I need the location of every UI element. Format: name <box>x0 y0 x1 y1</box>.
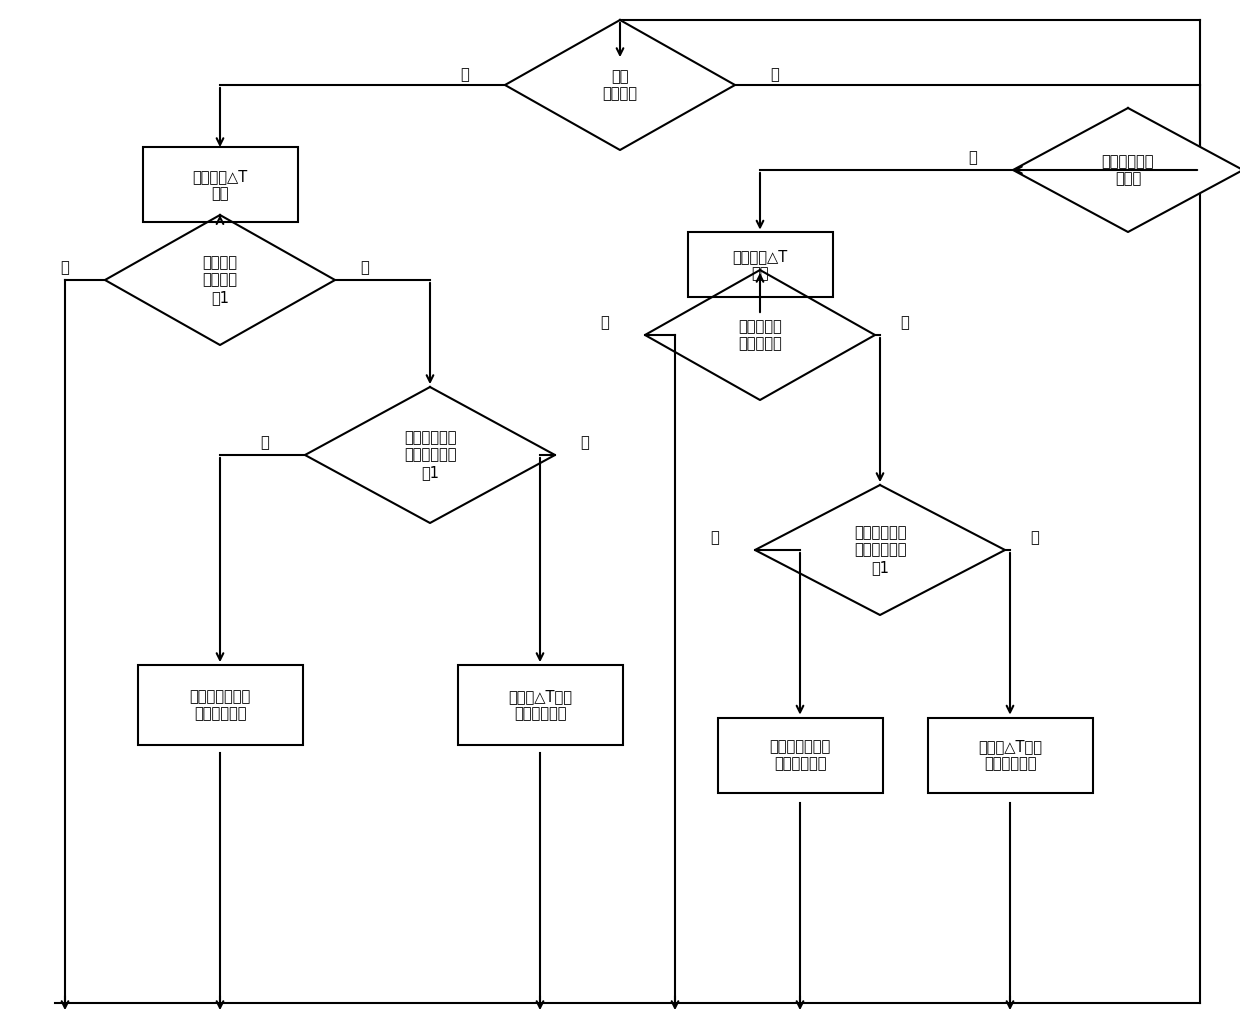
Text: 开始等待△T
时长: 开始等待△T 时长 <box>192 169 248 201</box>
Text: 否: 否 <box>580 436 589 451</box>
Text: 否: 否 <box>61 260 69 276</box>
Text: 开始等待△T
时长: 开始等待△T 时长 <box>733 249 787 281</box>
Text: 是: 是 <box>711 531 719 545</box>
Text: 最晚的△T结束
时刻录波结束: 最晚的△T结束 时刻录波结束 <box>978 739 1042 771</box>
Polygon shape <box>305 387 556 523</box>
Bar <box>138 665 303 745</box>
Bar <box>928 718 1092 792</box>
Text: 录波终止标志
有效位是否全
为1: 录波终止标志 有效位是否全 为1 <box>404 430 456 480</box>
Text: 本机
启动返回: 本机 启动返回 <box>603 69 637 101</box>
Text: 否: 否 <box>600 316 609 330</box>
Polygon shape <box>645 270 875 400</box>
Text: 最晚的△T结束
时刻录波结束: 最晚的△T结束 时刻录波结束 <box>508 689 572 722</box>
Text: 否: 否 <box>770 68 780 82</box>
Text: 接收到网络返
回信号: 接收到网络返 回信号 <box>1102 154 1154 187</box>
Polygon shape <box>755 485 1004 615</box>
Polygon shape <box>1013 108 1240 232</box>
Polygon shape <box>105 215 335 345</box>
Text: 最晚的启动返回
时刻结束录波: 最晚的启动返回 时刻结束录波 <box>769 739 831 771</box>
Text: 是: 是 <box>968 151 977 165</box>
Text: 是: 是 <box>260 436 269 451</box>
Bar <box>143 148 298 222</box>
Text: 否: 否 <box>1030 531 1039 545</box>
Text: 故障返回标
志是否为真: 故障返回标 志是否为真 <box>738 319 782 352</box>
Text: 是: 是 <box>460 68 470 82</box>
Text: 录波终止标志
有效位是否全
为1: 录波终止标志 有效位是否全 为1 <box>854 525 906 575</box>
Text: 故障返回
标志是否
为1: 故障返回 标志是否 为1 <box>202 255 238 304</box>
Bar <box>458 665 622 745</box>
Text: 是: 是 <box>361 260 370 276</box>
Polygon shape <box>505 20 735 150</box>
Bar <box>718 718 883 792</box>
Text: 是: 是 <box>900 316 909 330</box>
Text: 最晚的启动返回
时刻结束录波: 最晚的启动返回 时刻结束录波 <box>190 689 250 722</box>
Bar <box>687 233 832 297</box>
